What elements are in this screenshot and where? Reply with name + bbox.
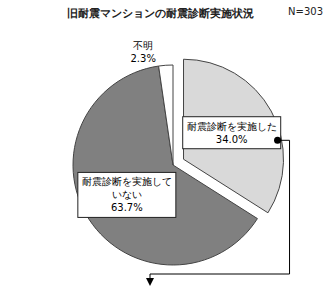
svg-text:不明: 不明 [133, 40, 153, 51]
svg-text:34.0%: 34.0% [216, 134, 248, 145]
svg-text:いない: いない [112, 189, 142, 200]
html-text:N=303: N=303 [288, 6, 323, 17]
svg-text:耐震診断を実施して: 耐震診断を実施して [82, 176, 172, 187]
html-text:旧耐震マンションの耐震診断実施状況: 旧耐震マンションの耐震診断実施状況 [66, 7, 254, 20]
svg-text:耐震診断を実施した: 耐震診断を実施した [187, 121, 277, 132]
svg-text:2.3%: 2.3% [130, 53, 155, 64]
svg-text:63.7%: 63.7% [111, 202, 143, 213]
